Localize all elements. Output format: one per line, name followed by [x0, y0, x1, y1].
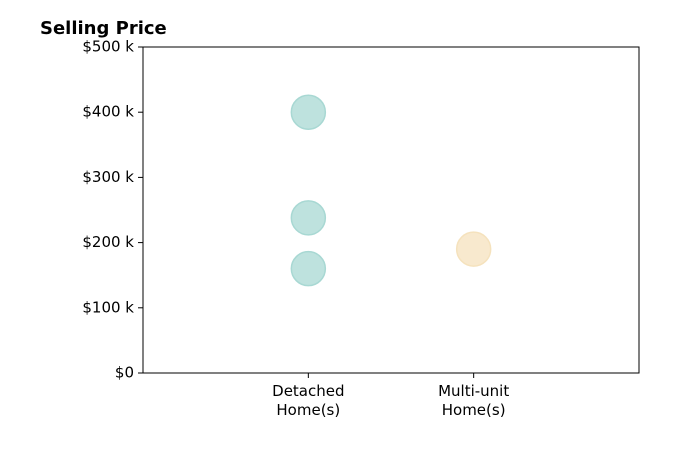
- y-tick-label: $100 k: [82, 298, 134, 316]
- point: [455, 231, 492, 267]
- y-tick-label: $0: [115, 364, 134, 382]
- x-tick-label: Detached Home(s): [272, 382, 345, 419]
- point: [290, 94, 327, 130]
- y-tick-label: $200 k: [82, 233, 134, 251]
- y-tick-label: $300 k: [82, 168, 134, 186]
- x-tick-label: Multi-unit Home(s): [438, 382, 510, 419]
- plot-frame: [142, 46, 640, 374]
- y-tick-label: $400 k: [82, 103, 134, 121]
- point: [290, 250, 327, 287]
- y-tick-label: $500 k: [82, 38, 134, 56]
- chart-title: Selling Price: [40, 18, 167, 39]
- point: [290, 200, 327, 236]
